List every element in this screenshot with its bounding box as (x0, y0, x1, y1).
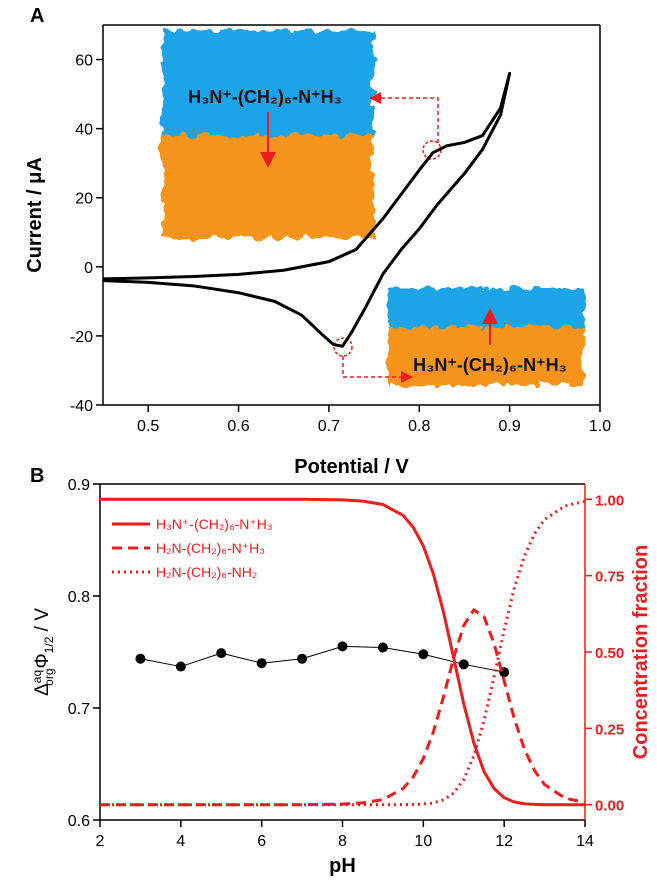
x-tick-label: 8 (338, 833, 347, 850)
x-tick-label: 1.0 (589, 418, 611, 435)
panel-label: B (30, 465, 44, 487)
point (256, 658, 267, 669)
y-axis-label: Current / μA (24, 157, 46, 273)
y-axis-label: ΔaqorgΦ1/2 / V (30, 608, 56, 696)
y-axis-label-part: org (42, 668, 56, 685)
inset-bottom (388, 288, 584, 385)
point (175, 661, 186, 672)
point (418, 649, 429, 660)
panel-label: A (30, 5, 44, 27)
y-tick-label: -40 (70, 398, 93, 415)
y-tick-label: 0.6 (68, 813, 90, 830)
x-tick-label: 0.5 (137, 418, 159, 435)
annotation: H₃N⁺-(CH₂)₆-N⁺H₃ (413, 355, 567, 375)
x-tick-label: 14 (576, 833, 594, 850)
y2-tick-label: 0.50 (595, 645, 624, 662)
x-tick-label: 2 (96, 833, 105, 850)
legend-label: H₂N-(CH₂)₆-N⁺H₃ (156, 540, 265, 556)
series-line (102, 71, 512, 348)
point (216, 648, 227, 659)
point (377, 642, 388, 653)
y-tick-label: 0.9 (68, 477, 90, 494)
x-tick-label: 12 (495, 833, 513, 850)
point (135, 653, 146, 664)
x-axis-label: Potential / V (294, 456, 409, 478)
arrow (369, 92, 439, 143)
y-tick-label: 40 (75, 122, 93, 139)
y-axis-label-part: Δ (32, 683, 53, 696)
highlight-circle (333, 337, 353, 357)
y-axis-label-part: / V (32, 608, 53, 637)
y2-tick-label: 0.75 (595, 569, 624, 586)
y2-tick-label: 1.00 (595, 492, 624, 509)
legend-label: H₃N⁺-(CH₂)₆-N⁺H₃ (156, 516, 273, 532)
y-tick-label: 60 (75, 53, 93, 70)
y-axis-label-part: Φ (32, 653, 53, 668)
y-axis-label-part: 1/2 (42, 636, 56, 653)
y-tick-label: 0.8 (68, 589, 90, 606)
y2-tick-label: 0.25 (595, 721, 624, 738)
y-tick-label: 0.7 (68, 701, 90, 718)
series-line (140, 645, 505, 673)
series-line (100, 608, 586, 807)
point (337, 641, 348, 652)
x-tick-label: 0.9 (499, 418, 521, 435)
y-tick-label: 0 (84, 260, 93, 277)
annotation: H₃N⁺-(CH₂)₆-N⁺H₃ (188, 87, 342, 107)
series-line (100, 499, 586, 807)
point (458, 659, 469, 670)
y-tick-label: 20 (75, 191, 93, 208)
y-axis-label-part: aq (30, 670, 44, 683)
x-tick-label: 0.7 (318, 418, 340, 435)
x-tick-label: 0.8 (408, 418, 430, 435)
arrow (342, 356, 413, 383)
point (297, 653, 308, 664)
y2-axis-label: Concentration fraction (630, 545, 652, 759)
series-line (100, 497, 585, 807)
x-tick-label: 4 (176, 833, 185, 850)
legend-label: H₂N-(CH₂)₆-NH₂ (156, 564, 257, 580)
x-tick-label: 6 (257, 833, 266, 850)
x-tick-label: 10 (414, 833, 432, 850)
y-tick-label: -20 (70, 329, 93, 346)
y2-tick-label: 0.00 (595, 798, 624, 815)
x-axis-label: pH (329, 855, 356, 877)
x-tick-label: 0.6 (227, 418, 249, 435)
